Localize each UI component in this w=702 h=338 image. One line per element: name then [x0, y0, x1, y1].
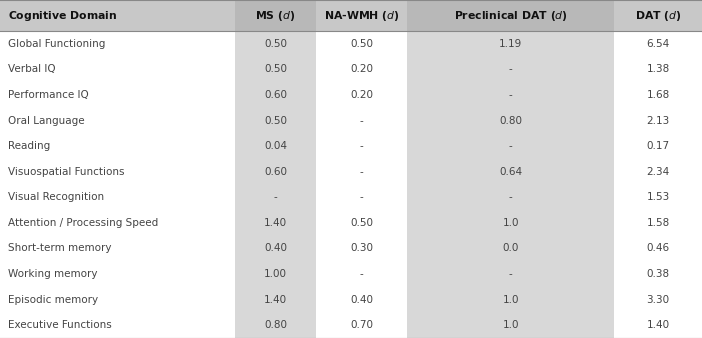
- Text: 0.80: 0.80: [264, 320, 287, 330]
- Text: Visuospatial Functions: Visuospatial Functions: [8, 167, 125, 177]
- Text: -: -: [359, 116, 364, 126]
- Text: 0.50: 0.50: [264, 39, 287, 49]
- Text: 0.20: 0.20: [350, 65, 373, 74]
- Text: 0.40: 0.40: [264, 243, 287, 254]
- Text: -: -: [359, 167, 364, 177]
- Text: 0.60: 0.60: [264, 167, 287, 177]
- Text: 1.40: 1.40: [647, 320, 670, 330]
- Text: 0.80: 0.80: [499, 116, 522, 126]
- Text: -: -: [359, 192, 364, 202]
- Text: -: -: [509, 192, 512, 202]
- Text: NA-WMH ($\it{d}$): NA-WMH ($\it{d}$): [324, 8, 399, 23]
- Bar: [407, 0, 614, 31]
- Text: 1.58: 1.58: [647, 218, 670, 228]
- Text: Reading: Reading: [8, 141, 51, 151]
- Text: 0.04: 0.04: [264, 141, 287, 151]
- Bar: [614, 0, 702, 31]
- Text: 1.0: 1.0: [503, 295, 519, 305]
- Text: -: -: [509, 65, 512, 74]
- Text: 0.50: 0.50: [350, 218, 373, 228]
- Text: -: -: [509, 269, 512, 279]
- Text: 1.40: 1.40: [264, 218, 287, 228]
- Text: DAT ($\it{d}$): DAT ($\it{d}$): [635, 8, 682, 23]
- Text: 0.64: 0.64: [499, 167, 522, 177]
- Text: 0.60: 0.60: [264, 90, 287, 100]
- Text: 0.40: 0.40: [350, 295, 373, 305]
- Text: 1.53: 1.53: [647, 192, 670, 202]
- Text: 1.0: 1.0: [503, 218, 519, 228]
- Text: Attention / Processing Speed: Attention / Processing Speed: [8, 218, 159, 228]
- Text: MS ($\it{d}$): MS ($\it{d}$): [256, 8, 296, 23]
- Text: 6.54: 6.54: [647, 39, 670, 49]
- Text: 0.20: 0.20: [350, 90, 373, 100]
- Bar: [316, 31, 407, 338]
- Bar: [614, 31, 702, 338]
- Bar: [316, 0, 407, 31]
- Text: 2.34: 2.34: [647, 167, 670, 177]
- Text: Short-term memory: Short-term memory: [8, 243, 112, 254]
- Text: -: -: [359, 141, 364, 151]
- Text: -: -: [509, 141, 512, 151]
- Text: 1.19: 1.19: [499, 39, 522, 49]
- Text: 1.68: 1.68: [647, 90, 670, 100]
- Text: Preclinical DAT ($\it{d}$): Preclinical DAT ($\it{d}$): [453, 8, 568, 23]
- Text: -: -: [509, 90, 512, 100]
- Text: 0.38: 0.38: [647, 269, 670, 279]
- Text: Executive Functions: Executive Functions: [8, 320, 112, 330]
- Bar: [235, 0, 316, 31]
- Text: 0.0: 0.0: [503, 243, 519, 254]
- Text: 0.50: 0.50: [264, 116, 287, 126]
- Text: 0.17: 0.17: [647, 141, 670, 151]
- Text: 1.00: 1.00: [264, 269, 287, 279]
- Text: -: -: [359, 269, 364, 279]
- Text: 0.70: 0.70: [350, 320, 373, 330]
- Text: Visual Recognition: Visual Recognition: [8, 192, 105, 202]
- Text: Verbal IQ: Verbal IQ: [8, 65, 56, 74]
- Text: 0.46: 0.46: [647, 243, 670, 254]
- Text: 0.30: 0.30: [350, 243, 373, 254]
- Text: -: -: [274, 192, 277, 202]
- Bar: [0, 31, 235, 338]
- Text: Global Functioning: Global Functioning: [8, 39, 106, 49]
- Text: 3.30: 3.30: [647, 295, 670, 305]
- Bar: [0, 0, 235, 31]
- Text: 0.50: 0.50: [264, 65, 287, 74]
- Text: 0.50: 0.50: [350, 39, 373, 49]
- Text: Oral Language: Oral Language: [8, 116, 85, 126]
- Bar: [407, 31, 614, 338]
- Text: 1.40: 1.40: [264, 295, 287, 305]
- Text: Performance IQ: Performance IQ: [8, 90, 89, 100]
- Text: Working memory: Working memory: [8, 269, 98, 279]
- Text: $\bf{Cognitive\ Domain}$: $\bf{Cognitive\ Domain}$: [8, 8, 118, 23]
- Text: 1.0: 1.0: [503, 320, 519, 330]
- Text: Episodic memory: Episodic memory: [8, 295, 98, 305]
- Text: 2.13: 2.13: [647, 116, 670, 126]
- Text: 1.38: 1.38: [647, 65, 670, 74]
- Bar: [235, 31, 316, 338]
